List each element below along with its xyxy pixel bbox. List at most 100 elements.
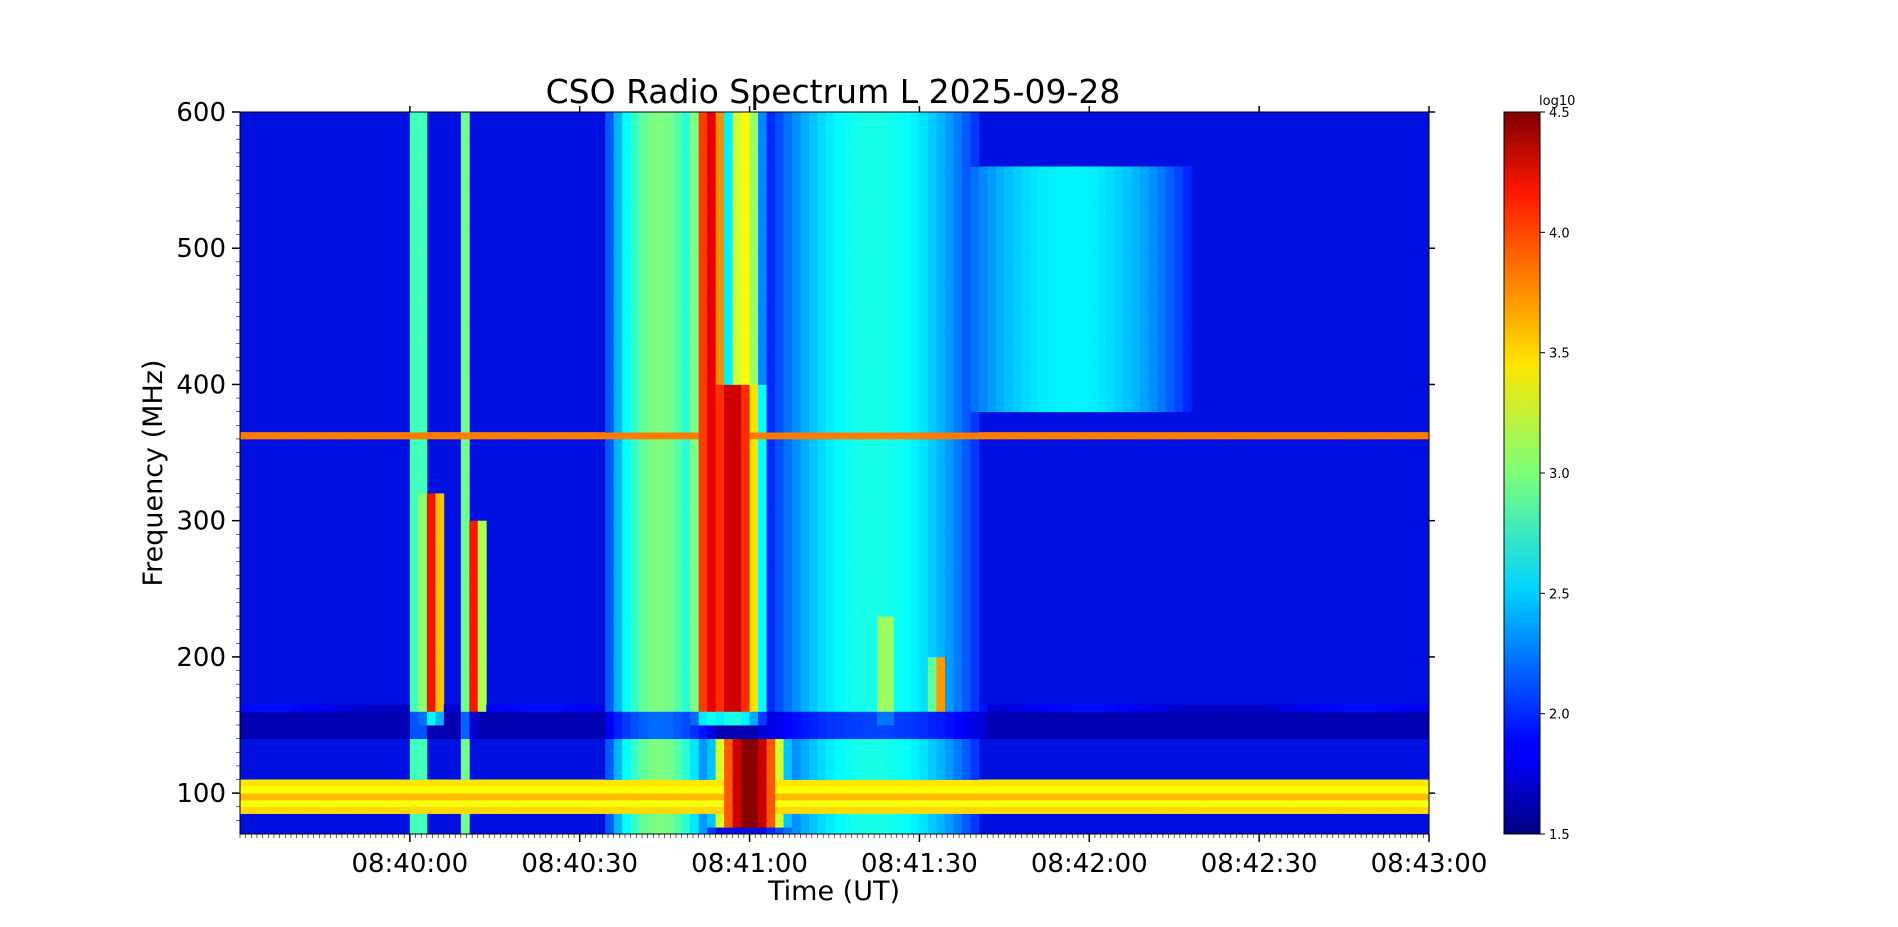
- heatmap-cell: [469, 779, 479, 787]
- heatmap-cell: [817, 684, 827, 692]
- heatmap-cell: [859, 418, 869, 426]
- heatmap-cell: [409, 214, 419, 222]
- heatmap-cell: [282, 731, 292, 740]
- heatmap-cell: [324, 711, 334, 719]
- heatmap-cell: [681, 200, 691, 208]
- heatmap-cell: [919, 786, 929, 794]
- heatmap-cell: [893, 486, 903, 494]
- heatmap-cell: [460, 275, 470, 283]
- heatmap-cell: [656, 595, 666, 603]
- heatmap-cell: [579, 711, 589, 719]
- heatmap-cell: [826, 398, 835, 406]
- heatmap-cell: [885, 459, 895, 467]
- heatmap-cell: [435, 711, 445, 719]
- heatmap-cell: [919, 595, 929, 603]
- heatmap-cell: [902, 295, 912, 304]
- heatmap-cell: [664, 357, 674, 365]
- heatmap-cell: [766, 786, 776, 794]
- heatmap-cell: [885, 595, 895, 603]
- heatmap-cell: [817, 486, 827, 494]
- heatmap-cell: [826, 575, 835, 583]
- heatmap-cell: [418, 711, 428, 719]
- heatmap-cell: [469, 534, 479, 542]
- heatmap-cell: [758, 438, 767, 447]
- heatmap-cell: [826, 357, 835, 365]
- heatmap-cell: [605, 261, 615, 270]
- heatmap-cell: [859, 445, 869, 453]
- heatmap-cell: [868, 500, 878, 508]
- heatmap-cell: [724, 602, 733, 610]
- heatmap-cell: [715, 786, 725, 794]
- heatmap-cell: [613, 581, 623, 590]
- heatmap-cell: [435, 595, 445, 603]
- heatmap-cell: [826, 820, 835, 828]
- heatmap-cell: [562, 704, 572, 712]
- heatmap-cell: [630, 445, 640, 453]
- heatmap-cell: [792, 520, 801, 528]
- heatmap-cell: [741, 159, 750, 167]
- heatmap-cell: [639, 725, 649, 733]
- heatmap-cell: [809, 220, 818, 229]
- heatmap-cell: [681, 466, 691, 474]
- heatmap-cell: [749, 438, 759, 447]
- heatmap-cell: [842, 547, 852, 556]
- heatmap-cell: [783, 370, 793, 379]
- heatmap-cell: [868, 813, 878, 821]
- heatmap-cell: [758, 759, 767, 767]
- heatmap-cell: [690, 752, 700, 760]
- heatmap-cell: [775, 527, 784, 535]
- heatmap-cell: [893, 684, 903, 692]
- heatmap-cell: [418, 759, 428, 767]
- heatmap-cell: [817, 779, 827, 787]
- heatmap-cell: [715, 404, 725, 413]
- heatmap-cell: [681, 452, 691, 460]
- heatmap-cell: [732, 554, 742, 562]
- heatmap-cell: [792, 289, 801, 297]
- heatmap-cell: [460, 207, 470, 215]
- heatmap-cell: [571, 793, 581, 801]
- heatmap-cell: [545, 793, 555, 801]
- heatmap-cell: [443, 711, 453, 719]
- heatmap-cell: [673, 684, 683, 692]
- heatmap-cell: [673, 690, 683, 699]
- heatmap-cell: [418, 670, 428, 678]
- heatmap-cell: [698, 438, 708, 447]
- heatmap-cell: [282, 704, 292, 712]
- heatmap-cell: [732, 438, 742, 447]
- heatmap-cell: [690, 200, 700, 208]
- heatmap-cell: [741, 132, 750, 140]
- heatmap-cell: [893, 731, 903, 740]
- heatmap-cell: [902, 547, 912, 556]
- heatmap-cell: [630, 364, 640, 372]
- heatmap-cell: [460, 268, 470, 276]
- heatmap-cell: [477, 656, 487, 665]
- heatmap-cell: [350, 779, 360, 787]
- heatmap-cell: [664, 670, 674, 678]
- heatmap-cell: [588, 725, 598, 733]
- heatmap-cell: [749, 125, 759, 133]
- heatmap-cell: [435, 684, 445, 692]
- heatmap-cell: [859, 493, 869, 501]
- heatmap-cell: [460, 745, 470, 753]
- heatmap-cell: [673, 159, 683, 167]
- heatmap-cell: [809, 329, 818, 338]
- heatmap-cell: [885, 350, 895, 358]
- heatmap-cell: [341, 779, 351, 787]
- heatmap-cell: [418, 731, 428, 740]
- heatmap-cell: [673, 806, 683, 814]
- heatmap-cell: [690, 125, 700, 133]
- heatmap-cell: [758, 146, 767, 154]
- heatmap-cell: [724, 289, 733, 297]
- heatmap-cell: [766, 575, 776, 583]
- heatmap-cell: [690, 827, 700, 835]
- heatmap-cell: [876, 622, 886, 631]
- heatmap-cell: [418, 248, 428, 256]
- heatmap-cell: [842, 663, 852, 671]
- heatmap-cell: [859, 718, 869, 726]
- heatmap-cell: [817, 452, 827, 460]
- heatmap-cell: [673, 677, 683, 685]
- heatmap-cell: [418, 554, 428, 562]
- heatmap-cell: [910, 159, 920, 167]
- heatmap-cell: [681, 656, 691, 665]
- heatmap-cell: [656, 581, 666, 590]
